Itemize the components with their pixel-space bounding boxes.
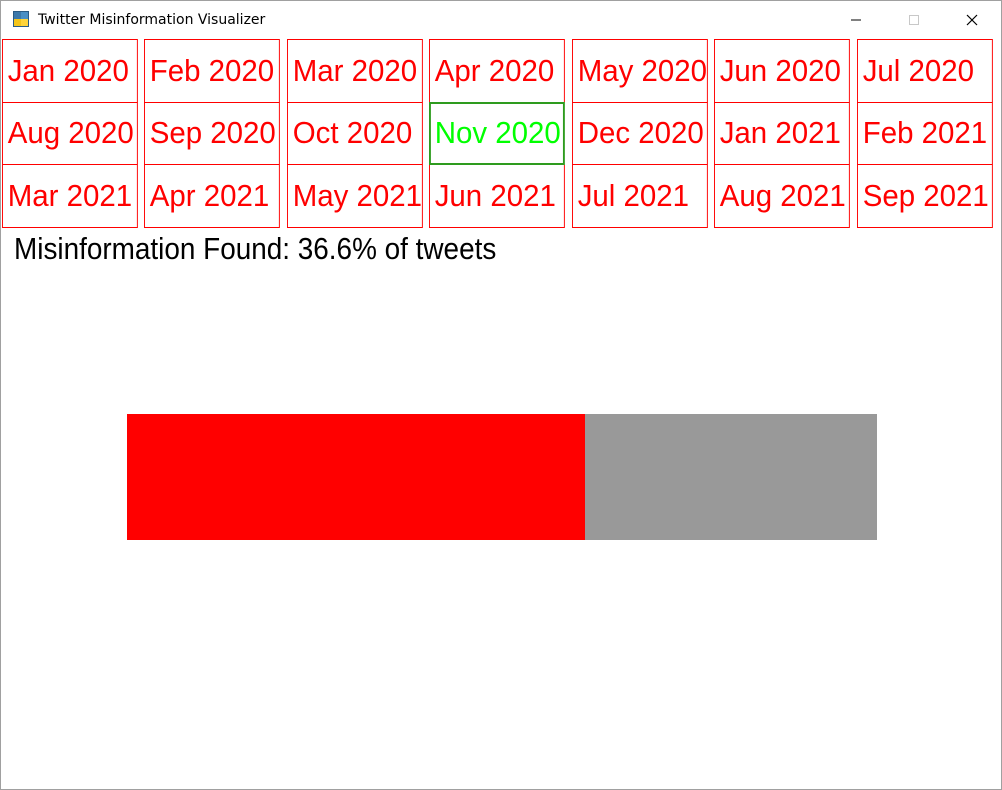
month-button[interactable]: Jul 2021 [571, 164, 708, 228]
month-button[interactable]: Sep 2021 [856, 164, 993, 228]
month-button[interactable]: Mar 2020 [286, 39, 424, 103]
month-button-selected[interactable]: Nov 2020 [429, 101, 566, 166]
misinformation-bar-fill [127, 414, 585, 540]
month-button[interactable]: Dec 2020 [571, 101, 708, 166]
month-button[interactable]: Aug 2021 [714, 164, 851, 228]
month-button[interactable]: Mar 2021 [2, 164, 139, 228]
month-button[interactable]: Sep 2020 [144, 101, 281, 166]
month-selector-grid: Jan 2020 Feb 2020 Mar 2020 Apr 2020 May 2020… [2, 39, 999, 228]
misinformation-status-label: Misinformation Found: 36.6% of tweets [14, 231, 497, 266]
python-app-icon [13, 11, 29, 27]
title-bar[interactable]: Twitter Misinformation Visualizer [1, 1, 1001, 39]
close-button[interactable] [943, 1, 1001, 39]
month-button[interactable]: Jun 2020 [714, 39, 851, 103]
month-button[interactable]: Apr 2021 [144, 164, 281, 228]
misinformation-bar-track [127, 414, 877, 540]
window-title: Twitter Misinformation Visualizer [38, 12, 266, 28]
month-button[interactable]: Jun 2021 [429, 164, 566, 228]
month-button[interactable]: May 2020 [571, 39, 708, 103]
month-button[interactable]: May 2021 [286, 164, 424, 228]
maximize-button[interactable] [885, 1, 943, 39]
month-button[interactable]: Aug 2020 [2, 101, 139, 166]
month-button[interactable]: Feb 2021 [856, 101, 993, 166]
month-button[interactable]: Oct 2020 [286, 101, 424, 166]
minimize-icon [851, 19, 861, 21]
month-button[interactable]: Jul 2020 [856, 39, 993, 103]
maximize-icon [909, 15, 919, 25]
month-button[interactable]: Jan 2021 [714, 101, 851, 166]
month-button[interactable]: Jan 2020 [2, 39, 139, 103]
month-button[interactable]: Apr 2020 [429, 39, 566, 103]
close-icon [966, 14, 978, 26]
month-button[interactable]: Feb 2020 [144, 39, 281, 103]
minimize-button[interactable] [827, 1, 885, 39]
